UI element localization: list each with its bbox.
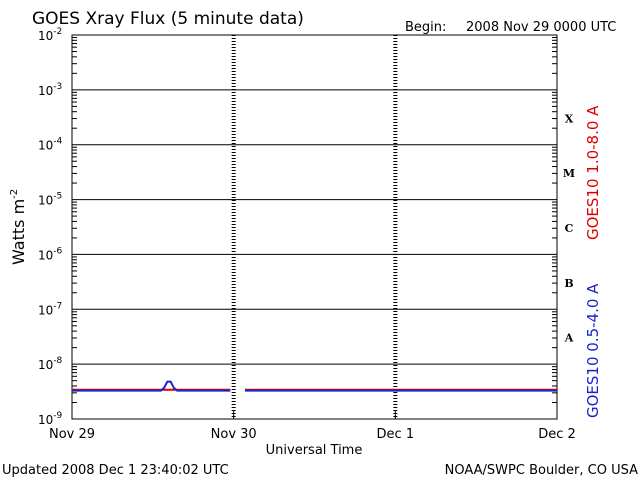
y-axis-title: Watts m-2: [9, 189, 28, 265]
y-tick-label: 10-8: [38, 356, 63, 372]
x-tick-labels: Nov 29 Nov 30 Dec 1 Dec 2: [49, 427, 576, 442]
y-tick-label: 10-5: [38, 192, 62, 208]
x-axis-title: Universal Time: [266, 443, 363, 458]
minor-tick-layer: [72, 37, 557, 403]
flare-class-label: C: [565, 222, 574, 235]
credit-label: NOAA/SWPC Boulder, CO USA: [445, 463, 638, 478]
begin-value: 2008 Nov 29 0000 UTC: [466, 20, 616, 35]
flare-class-label: M: [563, 167, 575, 180]
flare-class-labels: X M C B A: [563, 112, 575, 344]
x-tick-label: Nov 29: [49, 427, 95, 442]
series-short-channel: [72, 380, 231, 392]
y-tick-label: 10-6: [38, 246, 63, 262]
updated-timestamp: Updated 2008 Dec 1 23:40:02 UTC: [2, 463, 229, 478]
x-tick-label: Dec 1: [377, 427, 415, 442]
x-tick-label: Nov 30: [211, 427, 257, 442]
y-tick-label: 10-9: [38, 411, 63, 427]
flare-class-label: A: [564, 332, 574, 345]
series-layer: [72, 380, 557, 392]
y-tick-label: 10-7: [38, 301, 62, 317]
legend-long-channel: GOES10 1.0-8.0 A: [584, 105, 602, 240]
y-tick-label: 10-2: [38, 27, 62, 43]
plot-frame: [71, 34, 558, 420]
grid-layer: [71, 35, 558, 419]
y-tick-label: 10-4: [38, 137, 63, 153]
flare-class-label: B: [564, 277, 573, 290]
legend-short-channel: GOES10 0.5-4.0 A: [584, 283, 602, 418]
flare-class-label: X: [565, 112, 574, 125]
y-tick-label: 10-3: [38, 82, 62, 98]
y-tick-labels: 10-2 10-3 10-4 10-5 10-6 10-7 10-8 10-9: [38, 27, 63, 427]
x-tick-label: Dec 2: [538, 427, 576, 442]
chart-title: GOES Xray Flux (5 minute data): [32, 9, 304, 29]
begin-label: Begin:: [405, 20, 446, 35]
